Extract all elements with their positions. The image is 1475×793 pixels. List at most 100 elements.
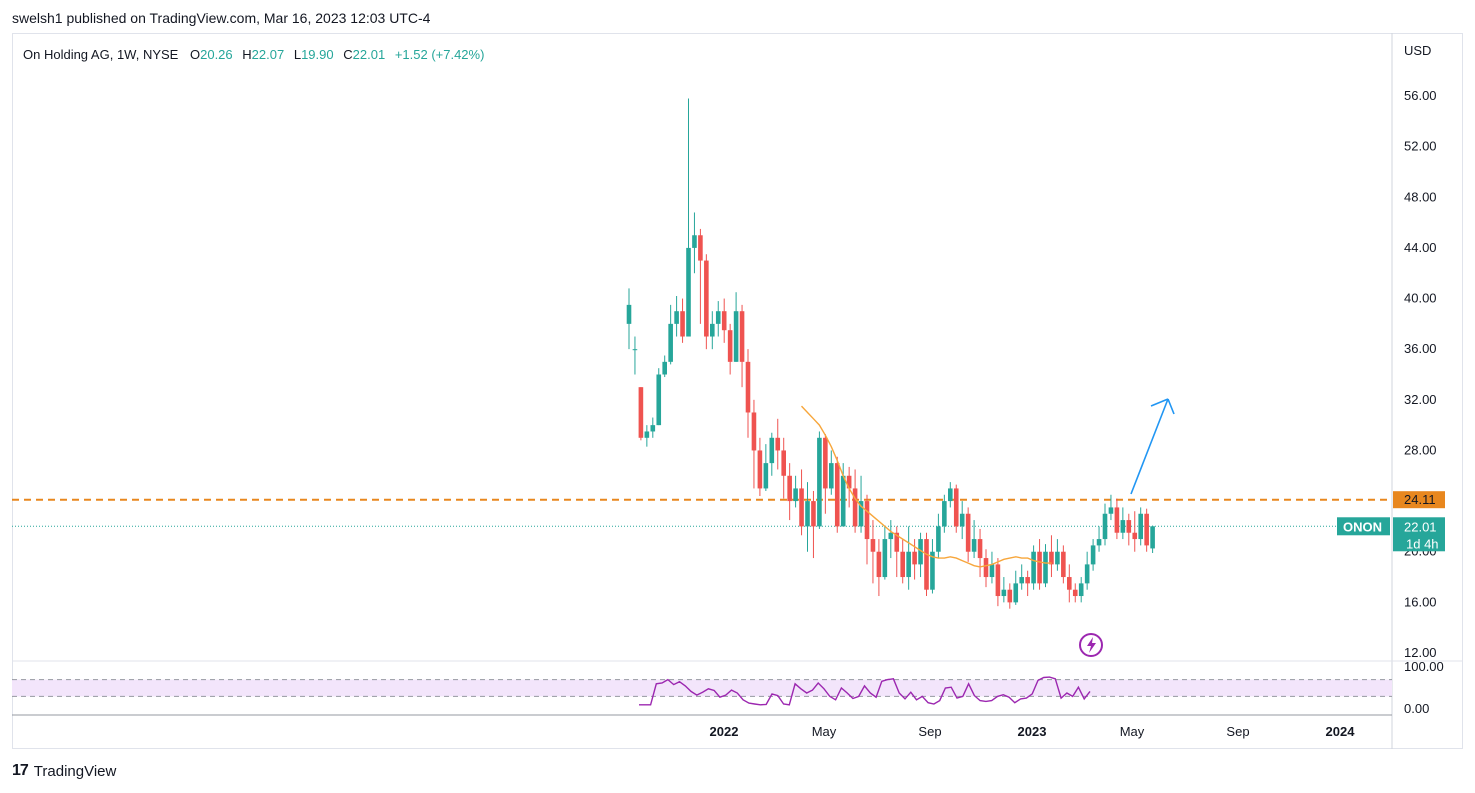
time-tick-label: 2023: [1018, 724, 1047, 739]
legend-close-value: 22.01: [353, 47, 386, 62]
candle-down: [781, 450, 786, 476]
candle-up: [650, 425, 656, 432]
candle-up: [1001, 589, 1007, 597]
candle-down: [721, 311, 727, 331]
candle-down: [745, 361, 751, 413]
candle-up: [1084, 564, 1090, 584]
level-price-tag: 24.11: [1393, 491, 1445, 509]
candle-down: [1126, 520, 1132, 533]
candle-up: [888, 532, 894, 540]
candle-up: [715, 311, 721, 324]
lightning-icon[interactable]: [1079, 633, 1103, 657]
candle-up: [936, 526, 941, 552]
time-tick-label: May: [812, 724, 837, 739]
candle-up: [1096, 539, 1102, 546]
time-tick-label: 2024: [1326, 724, 1356, 739]
candle-up: [1108, 507, 1114, 514]
candle-down: [775, 437, 781, 451]
candle-down: [811, 501, 816, 527]
candle-up: [906, 551, 911, 578]
candle-down: [900, 551, 905, 578]
chart-frame[interactable]: [12, 33, 1463, 749]
candle-up: [692, 235, 697, 248]
candle-up: [632, 349, 638, 351]
time-tick-label: Sep: [918, 724, 941, 739]
candle-down: [1037, 551, 1042, 584]
moving-average-line: [800, 405, 1052, 568]
candle-up: [1078, 583, 1084, 597]
legend-symbol: On Holding AG, 1W, NYSE: [23, 47, 179, 62]
time-tick-label: 2022: [710, 724, 739, 739]
candle-down: [852, 488, 858, 527]
time-tick-label: May: [1120, 724, 1145, 739]
candle-up: [1120, 520, 1126, 533]
candle-down: [823, 437, 828, 489]
candle-down: [1049, 551, 1054, 565]
svg-text:22.01: 22.01: [1404, 519, 1437, 534]
price-axis[interactable]: 56.00 52.00 48.00 44.00 40.00 36.00 32.00 28.00…: [1404, 88, 1437, 660]
candle-down: [638, 387, 644, 438]
candle-up: [769, 437, 775, 464]
candle-up: [674, 311, 679, 324]
candle-up: [918, 539, 923, 565]
rsi-band: [12, 679, 1392, 697]
candle-down: [894, 532, 900, 552]
candle-up: [817, 437, 822, 527]
candle-down: [799, 488, 804, 527]
candle-down: [1072, 589, 1078, 597]
candle-down: [739, 311, 745, 362]
candle-down: [977, 539, 983, 559]
candle-up: [644, 431, 650, 438]
time-tick-label: Sep: [1226, 724, 1249, 739]
candle-up: [656, 374, 662, 426]
candle-down: [983, 558, 989, 578]
candle-up: [662, 361, 667, 375]
legend-open-value: 20.26: [200, 47, 233, 62]
candle-up: [948, 488, 953, 502]
legend-high-label: H: [242, 47, 251, 62]
candle-up: [840, 475, 846, 527]
candle-up: [858, 501, 864, 527]
currency-label: USD: [1404, 43, 1431, 58]
candle-up: [1031, 551, 1036, 584]
projection-arrow[interactable]: [1130, 398, 1175, 495]
tradingview-footer[interactable]: 17 TradingView: [12, 762, 116, 780]
ohlc-legend: On Holding AG, 1W, NYSE O20.26 H22.07 L1…: [23, 47, 484, 62]
candle-down: [1067, 577, 1072, 590]
candle-down: [1025, 577, 1030, 584]
candle-down: [912, 551, 917, 565]
candle-down: [1061, 551, 1066, 578]
price-tick-label: 16.00: [1404, 594, 1437, 609]
last-price-tag: 22.01 1d 4h: [1393, 517, 1445, 552]
footer-brand: TradingView: [33, 762, 117, 780]
price-tick-label: 44.00: [1404, 240, 1437, 255]
candle-down: [870, 539, 876, 552]
candle-down: [727, 330, 733, 362]
price-tick-label: 40.00: [1404, 291, 1437, 306]
candles-group: [626, 98, 1155, 609]
candle-up: [1019, 577, 1024, 584]
time-axis[interactable]: 2022 May Sep 2023 May Sep 2024: [710, 724, 1356, 739]
candle-up: [733, 311, 739, 362]
price-tick-label: 56.00: [1404, 88, 1437, 103]
candle-up: [668, 323, 673, 362]
candle-up: [959, 513, 965, 527]
candle-down: [787, 475, 792, 502]
candle-up: [1138, 513, 1143, 540]
svg-text:1d 4h: 1d 4h: [1406, 536, 1439, 551]
price-tick-label: 28.00: [1404, 442, 1437, 457]
candle-down: [953, 488, 959, 527]
candle-up: [710, 323, 715, 337]
candle-up: [805, 501, 810, 527]
legend-open-label: O: [190, 47, 200, 62]
price-tick-label: 32.00: [1404, 392, 1437, 407]
svg-text:ONON: ONON: [1343, 519, 1382, 534]
price-tick-label: 52.00: [1404, 139, 1437, 154]
candle-down: [834, 463, 840, 527]
rsi-axis-bottom: 0.00: [1404, 701, 1429, 716]
tradingview-logo-icon: 17: [12, 762, 29, 779]
rsi-line: [639, 676, 1091, 706]
legend-close-label: C: [343, 47, 352, 62]
candle-down: [965, 513, 971, 552]
